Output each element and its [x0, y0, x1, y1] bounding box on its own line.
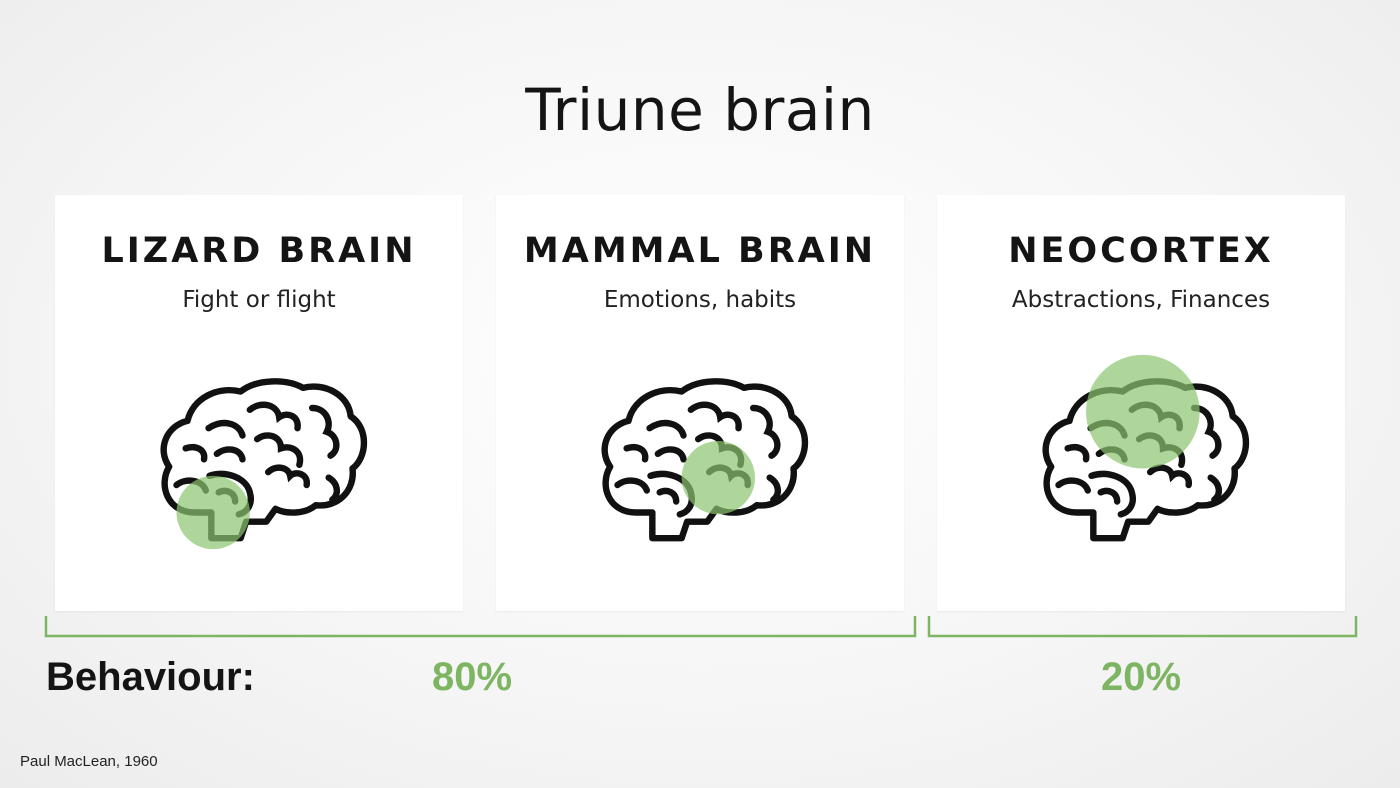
brain-icon [590, 365, 810, 550]
card-subtitle: Fight or flight [182, 287, 336, 313]
neocortex-card: NEOCORTEX Abstractions, Finances [937, 195, 1345, 611]
bracket-20 [927, 616, 1358, 638]
mammal-brain-card: MAMMAL BRAIN Emotions, habits [496, 195, 904, 611]
slide-title: Triune brain [525, 76, 875, 144]
brainstem-highlight [176, 475, 250, 550]
limbic-highlight [681, 441, 755, 515]
bracket-80 [44, 616, 917, 638]
behaviour-label: Behaviour: [46, 655, 255, 699]
card-heading: LIZARD BRAIN [101, 231, 417, 271]
lizard-brain-card: LIZARD BRAIN Fight or flight [55, 195, 463, 611]
brain-icon [149, 365, 369, 550]
card-heading: MAMMAL BRAIN [523, 231, 877, 271]
source-credit: Paul MacLean, 1960 [20, 753, 158, 770]
card-subtitle: Emotions, habits [603, 287, 797, 313]
brain-icon [1031, 354, 1251, 550]
card-subtitle: Abstractions, Finances [1011, 287, 1271, 313]
percentage-80: 80% [431, 655, 513, 699]
cortex-highlight [1086, 354, 1200, 469]
card-heading: NEOCORTEX [1008, 231, 1274, 271]
percentage-20: 20% [1100, 655, 1182, 699]
